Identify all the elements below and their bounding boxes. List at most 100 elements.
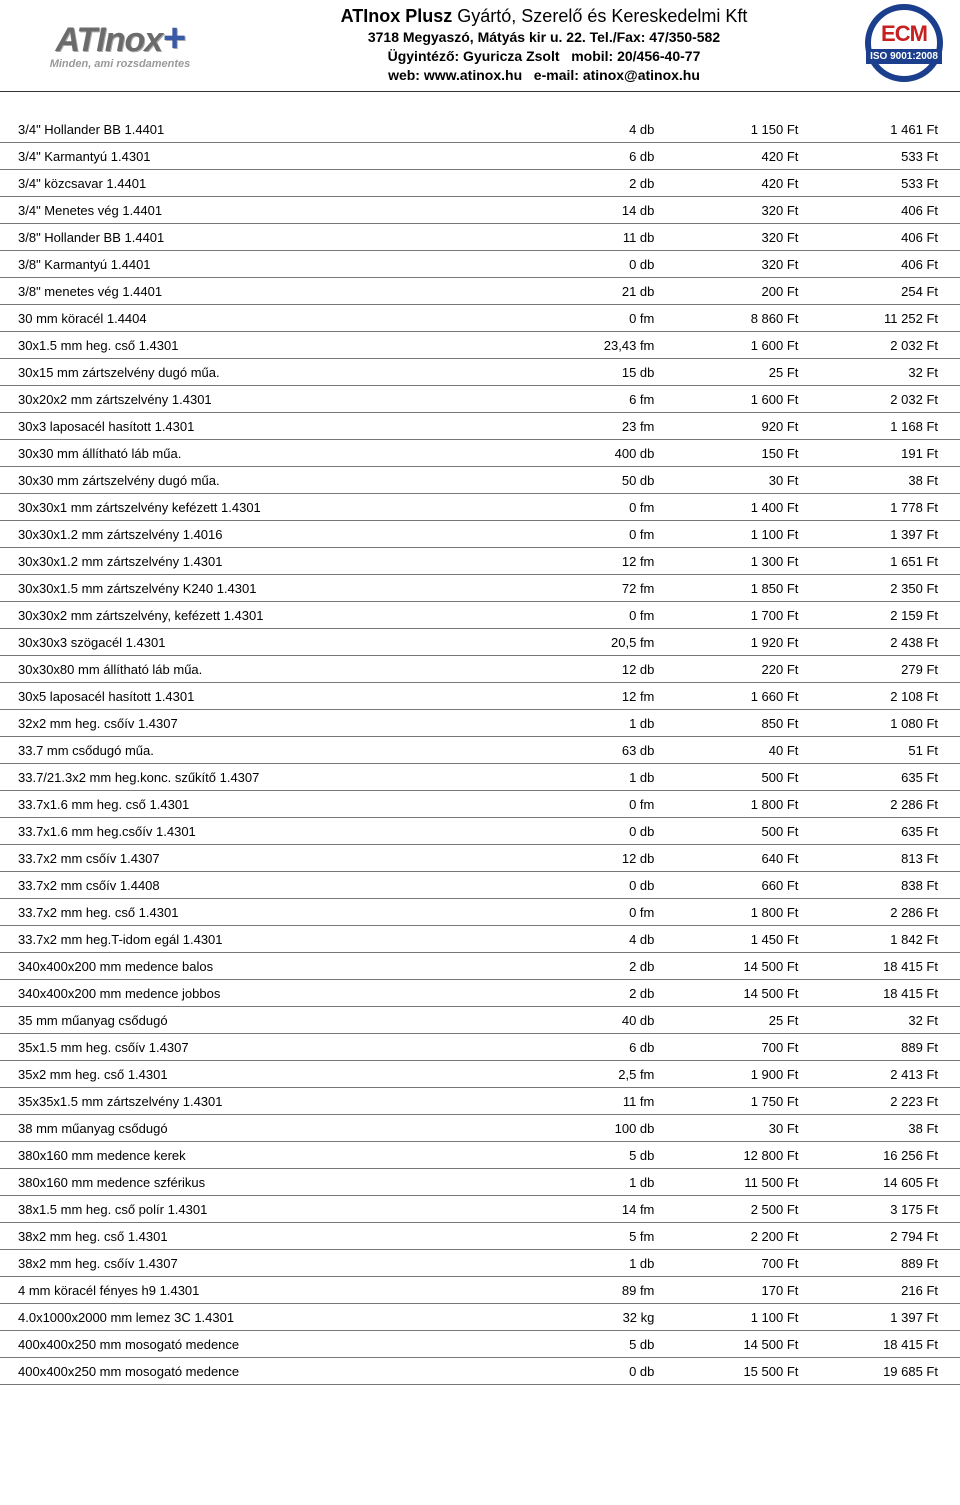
cell-p1: 30 Ft — [662, 466, 806, 493]
table-row: 38x1.5 mm heg. cső polír 1.430114 fm2 50… — [0, 1195, 960, 1222]
cell-qty: 1 db — [538, 709, 663, 736]
cell-p1: 1 150 Ft — [662, 116, 806, 143]
cell-qty: 11 fm — [538, 1087, 663, 1114]
cell-p1: 1 100 Ft — [662, 520, 806, 547]
cell-qty: 0 fm — [538, 790, 663, 817]
cell-qty: 1 db — [538, 1168, 663, 1195]
cell-p1: 200 Ft — [662, 277, 806, 304]
table-row: 3/4" Menetes vég 1.440114 db320 Ft406 Ft — [0, 196, 960, 223]
cell-p2: 2 794 Ft — [806, 1222, 960, 1249]
cell-p2: 2 286 Ft — [806, 898, 960, 925]
cell-p1: 320 Ft — [662, 250, 806, 277]
cell-p2: 32 Ft — [806, 1006, 960, 1033]
cell-p2: 254 Ft — [806, 277, 960, 304]
table-row: 4 mm köracél fényes h9 1.430189 fm170 Ft… — [0, 1276, 960, 1303]
cell-p2: 2 159 Ft — [806, 601, 960, 628]
cell-qty: 5 db — [538, 1330, 663, 1357]
cell-p2: 2 032 Ft — [806, 331, 960, 358]
cell-qty: 0 fm — [538, 493, 663, 520]
table-row: 33.7x1.6 mm heg.csőív 1.43010 db500 Ft63… — [0, 817, 960, 844]
cell-p1: 2 200 Ft — [662, 1222, 806, 1249]
cell-p1: 1 100 Ft — [662, 1303, 806, 1330]
price-table: 3/4" Hollander BB 1.4401 4 db 1 150 Ft1 46… — [0, 116, 960, 1385]
table-row: 38x2 mm heg. cső 1.43015 fm2 200 Ft2 794… — [0, 1222, 960, 1249]
table-row: 340x400x200 mm medence balos2 db14 500 F… — [0, 952, 960, 979]
logo: ATInox+ Minden, ami rozsdamentes — [10, 8, 230, 80]
cell-desc: 30x30x1 mm zártszelvény kefézett 1.4301 — [0, 493, 538, 520]
company-address: 3718 Megyaszó, Mátyás kir u. 22. Tel./Fa… — [240, 28, 848, 47]
cell-p2: 2 032 Ft — [806, 385, 960, 412]
cell-desc: 35x1.5 mm heg. csőív 1.4307 — [0, 1033, 538, 1060]
table-row: 30x15 mm zártszelvény dugó műa.15 db25 F… — [0, 358, 960, 385]
cell-p1: 1 400 Ft — [662, 493, 806, 520]
cell-p1: 1 300 Ft — [662, 547, 806, 574]
cell-p2: 11 252 Ft — [806, 304, 960, 331]
cell-p1: 40 Ft — [662, 736, 806, 763]
cell-desc: 33.7 mm csődugó műa. — [0, 736, 538, 763]
cell-p2: 2 108 Ft — [806, 682, 960, 709]
cell-qty: 0 fm — [538, 304, 663, 331]
cell-desc: 4 mm köracél fényes h9 1.4301 — [0, 1276, 538, 1303]
table-row: 38 mm műanyag csődugó100 db30 Ft38 Ft — [0, 1114, 960, 1141]
cell-desc: 38 mm műanyag csődugó — [0, 1114, 538, 1141]
cell-qty: 0 fm — [538, 601, 663, 628]
cell-desc: 380x160 mm medence kerek — [0, 1141, 538, 1168]
cell-p1: 30 Ft — [662, 1114, 806, 1141]
cell-p2: 38 Ft — [806, 466, 960, 493]
cell-p2: 18 415 Ft — [806, 1330, 960, 1357]
cell-p1: 150 Ft — [662, 439, 806, 466]
cell-qty: 2,5 fm — [538, 1060, 663, 1087]
cell-qty: 6 db — [538, 142, 663, 169]
cell-qty: 5 fm — [538, 1222, 663, 1249]
cell-p2: 279 Ft — [806, 655, 960, 682]
cell-qty: 15 db — [538, 358, 663, 385]
cell-p2: 38 Ft — [806, 1114, 960, 1141]
cell-desc: 400x400x250 mm mosogató medence — [0, 1330, 538, 1357]
cell-p2: 889 Ft — [806, 1033, 960, 1060]
cell-qty: 4 db — [538, 925, 663, 952]
cell-qty: 5 db — [538, 1141, 663, 1168]
cell-p1: 8 860 Ft — [662, 304, 806, 331]
cell-p2: 19 685 Ft — [806, 1357, 960, 1384]
table-row: 3/4" közcsavar 1.44012 db420 Ft533 Ft — [0, 169, 960, 196]
cell-qty: 0 fm — [538, 898, 663, 925]
cell-p2: 14 605 Ft — [806, 1168, 960, 1195]
table-row: 3/4" Hollander BB 1.44014 db1 150 Ft1 46… — [0, 116, 960, 143]
cell-desc: 3/4" Menetes vég 1.4401 — [0, 196, 538, 223]
table-row: 30x20x2 mm zártszelvény 1.43016 fm1 600 … — [0, 385, 960, 412]
cell-p1: 25 Ft — [662, 358, 806, 385]
cell-desc: 35 mm műanyag csődugó — [0, 1006, 538, 1033]
cell-p1: 500 Ft — [662, 817, 806, 844]
cell-p2: 1 168 Ft — [806, 412, 960, 439]
table-row: 30x3 laposacél hasított 1.430123 fm920 F… — [0, 412, 960, 439]
table-row: 30x30x1.5 mm zártszelvény K240 1.430172 … — [0, 574, 960, 601]
cell-p2: 2 438 Ft — [806, 628, 960, 655]
cell-p2: 1 461 Ft — [806, 116, 960, 143]
cell-desc: 3/4" Hollander BB 1.4401 — [0, 116, 538, 143]
cell-p2: 1 842 Ft — [806, 925, 960, 952]
cell-p1: 420 Ft — [662, 169, 806, 196]
cell-p2: 16 256 Ft — [806, 1141, 960, 1168]
table-row: 30x5 laposacél hasított 1.430112 fm1 660… — [0, 682, 960, 709]
cell-p2: 2 413 Ft — [806, 1060, 960, 1087]
cell-desc: 38x1.5 mm heg. cső polír 1.4301 — [0, 1195, 538, 1222]
table-row: 380x160 mm medence szférikus1 db11 500 F… — [0, 1168, 960, 1195]
cell-p2: 2 350 Ft — [806, 574, 960, 601]
cell-desc: 33.7x1.6 mm heg. cső 1.4301 — [0, 790, 538, 817]
cell-qty: 14 fm — [538, 1195, 663, 1222]
cell-desc: 340x400x200 mm medence balos — [0, 952, 538, 979]
cell-qty: 12 db — [538, 844, 663, 871]
table-row: 35x35x1.5 mm zártszelvény 1.430111 fm1 7… — [0, 1087, 960, 1114]
table-row: 30x30x80 mm állítható láb műa.12 db220 F… — [0, 655, 960, 682]
cell-p1: 320 Ft — [662, 223, 806, 250]
table-row: 38x2 mm heg. csőív 1.43071 db700 Ft889 F… — [0, 1249, 960, 1276]
cell-qty: 0 db — [538, 871, 663, 898]
table-row: 33.7x2 mm csőív 1.44080 db660 Ft838 Ft — [0, 871, 960, 898]
cell-desc: 30x1.5 mm heg. cső 1.4301 — [0, 331, 538, 358]
cell-p2: 1 397 Ft — [806, 1303, 960, 1330]
cell-p1: 1 900 Ft — [662, 1060, 806, 1087]
cell-qty: 40 db — [538, 1006, 663, 1033]
cert-letters: ECM — [881, 21, 927, 47]
cell-p2: 406 Ft — [806, 223, 960, 250]
table-row: 380x160 mm medence kerek5 db12 800 Ft16 … — [0, 1141, 960, 1168]
